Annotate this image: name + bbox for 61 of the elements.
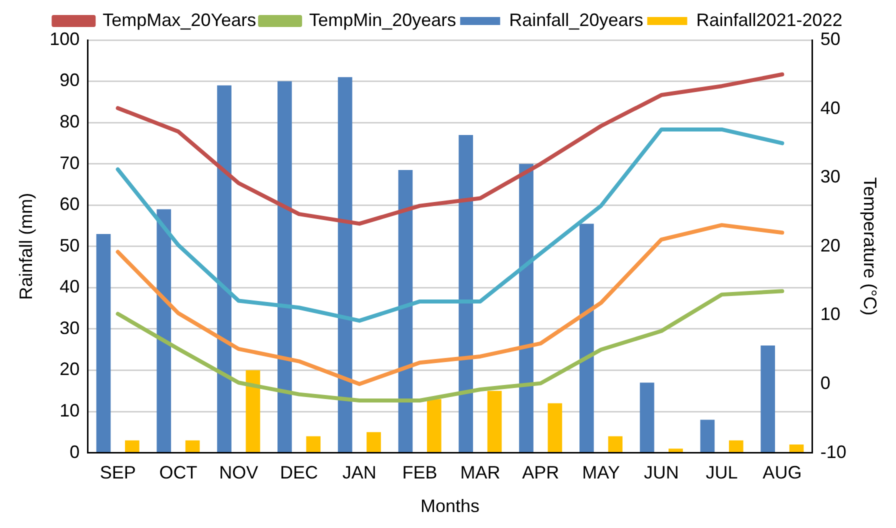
y-tick-label: 70 xyxy=(60,152,80,173)
x-tick-label: SEP xyxy=(100,462,136,483)
y-tick-label: 20 xyxy=(60,359,80,380)
bar xyxy=(668,448,683,452)
legend-label: TempMin_20years xyxy=(309,10,456,30)
bar xyxy=(185,440,200,452)
bar xyxy=(338,77,352,452)
y2-tick-label: -10 xyxy=(820,442,846,462)
x-tick-label: APR xyxy=(522,462,560,483)
bar xyxy=(96,234,111,452)
bar xyxy=(426,399,442,452)
y-tick-label: 90 xyxy=(60,70,80,90)
bar xyxy=(306,436,321,452)
x-tick-label: OCT xyxy=(159,462,198,483)
legend-label: TempMax_20Years xyxy=(102,10,256,30)
bar xyxy=(608,436,623,452)
y-tick-label: 50 xyxy=(60,235,80,256)
y-tick-label: 30 xyxy=(60,318,80,338)
y2-tick-label: 40 xyxy=(820,98,840,118)
y-tick-label: 60 xyxy=(60,194,80,214)
y2-tick-label: 30 xyxy=(820,166,840,187)
bar xyxy=(125,440,140,452)
x-tick-label: FEB xyxy=(402,462,438,483)
bar xyxy=(548,403,562,452)
bar xyxy=(398,170,413,452)
x-tick-label: NOV xyxy=(219,462,258,483)
y-tick-label: 80 xyxy=(60,112,80,132)
bar xyxy=(789,444,804,452)
bar xyxy=(458,134,474,452)
x-tick-label: AUG xyxy=(762,462,802,483)
y-tick-label: 0 xyxy=(70,442,80,462)
bar xyxy=(640,382,654,452)
x-tick-label: MAY xyxy=(582,462,620,483)
bar xyxy=(217,85,232,452)
y2-axis-title: Temperature (°C) xyxy=(860,177,880,316)
y-axis-title: Rainfall (mm) xyxy=(16,192,36,300)
y2-tick-label: 10 xyxy=(820,304,840,324)
legend-label: Rainfall2021-2022 xyxy=(696,10,842,30)
bar xyxy=(246,370,260,452)
bar xyxy=(366,432,381,452)
y2-tick-label: 0 xyxy=(820,372,830,393)
bar xyxy=(487,390,502,452)
y-tick-label: 40 xyxy=(60,276,80,297)
bar xyxy=(579,224,594,452)
bar xyxy=(700,420,715,452)
y2-tick-label: 20 xyxy=(820,235,840,256)
bar xyxy=(278,81,292,452)
legend-label: Rainfall_20years xyxy=(509,10,644,30)
x-axis-title: Months xyxy=(420,496,480,516)
x-tick-label: DEC xyxy=(280,462,318,483)
bar xyxy=(728,440,744,452)
bar xyxy=(760,345,776,452)
y-tick-label: 100 xyxy=(50,28,80,49)
y2-tick-label: 50 xyxy=(820,28,840,49)
bar xyxy=(519,164,534,452)
x-tick-label: JAN xyxy=(342,462,376,483)
x-tick-label: JUL xyxy=(706,462,738,483)
x-tick-label: MAR xyxy=(460,462,500,483)
bar xyxy=(156,209,172,452)
x-tick-label: JUN xyxy=(644,462,679,483)
y-tick-label: 10 xyxy=(60,400,80,420)
